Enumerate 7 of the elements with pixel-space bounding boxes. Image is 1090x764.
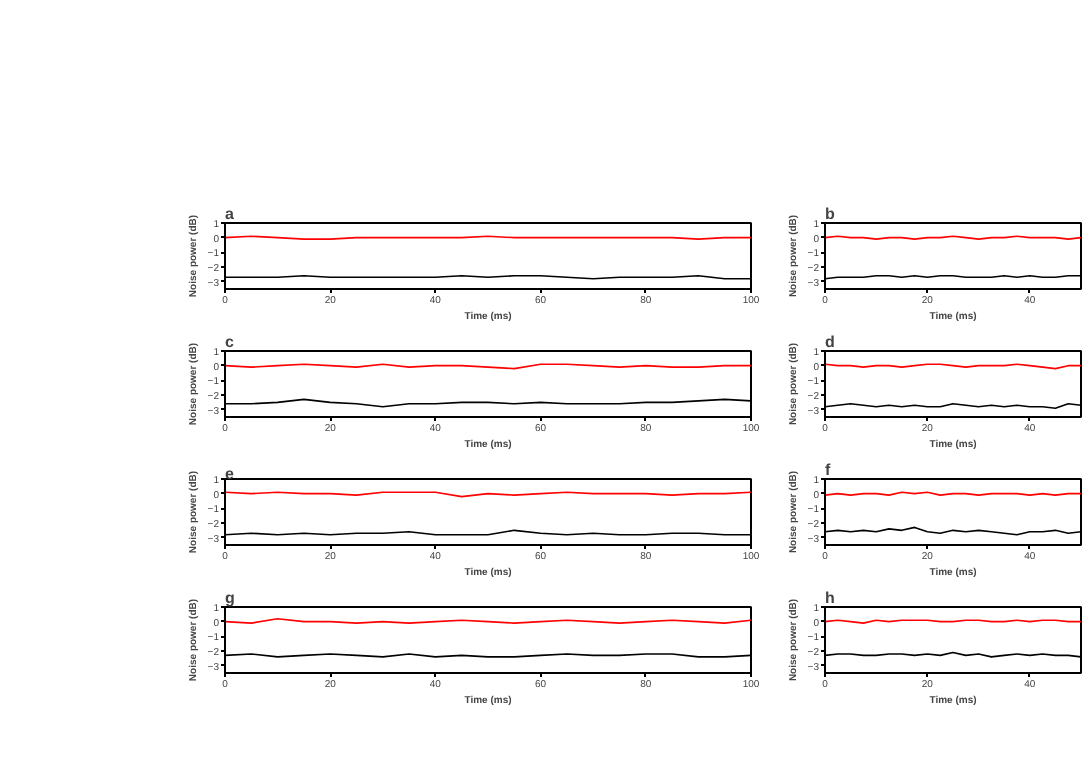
chart-title: d [825,333,835,351]
chart-title: g [225,589,235,607]
chart-title: a [225,205,235,223]
chart-title: b [825,205,835,223]
chart-title: f [825,461,831,479]
chart-title: c [225,333,235,351]
chart-title: h [825,589,835,607]
